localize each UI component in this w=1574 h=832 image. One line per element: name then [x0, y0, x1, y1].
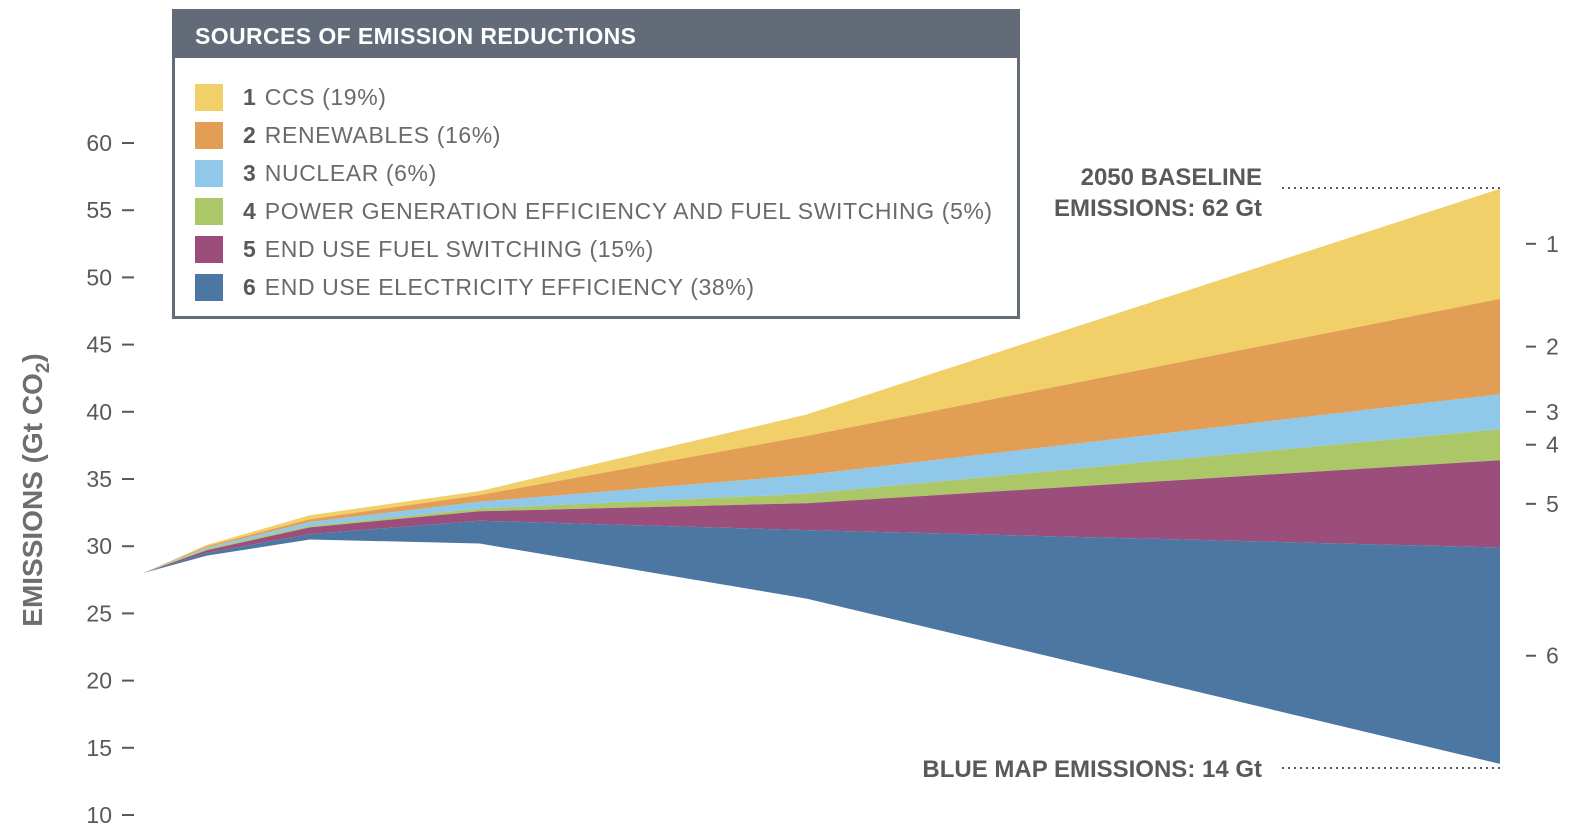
wedge-label-2: 2 [1546, 334, 1559, 360]
legend-label: END USE ELECTRICITY EFFICIENCY (38%) [264, 273, 755, 300]
legend-number: 2 [243, 121, 256, 148]
legend-label: RENEWABLES (16%) [264, 121, 502, 148]
area-band-electricity-efficiency [143, 520, 1500, 764]
legend-label: CCS (19%) [264, 83, 387, 110]
y-tick-label: 30 [86, 533, 112, 559]
y-tick-label: 10 [86, 802, 112, 828]
area-band-renewables [143, 298, 1500, 574]
y-tick-label: 60 [86, 130, 112, 156]
legend-swatch-renewables [195, 121, 223, 149]
y-tick-label: 20 [86, 668, 112, 694]
area-band-nuclear [143, 394, 1500, 574]
legend-list: 1 CCS (19%) 2 RENEWABLES (16%) 3 NUCLEAR… [175, 58, 1017, 306]
legend-item-nuclear: 3 NUCLEAR (6%) [195, 154, 1017, 192]
legend-swatch-fuel-switching [195, 235, 223, 263]
legend-label: END USE FUEL SWITCHING (15%) [264, 235, 654, 262]
y-tick-label: 55 [86, 197, 112, 223]
y-axis-ticks: 60 55 50 45 40 35 30 25 20 15 10 [86, 130, 134, 828]
wedge-label-5: 5 [1546, 491, 1559, 517]
baseline-annotation-line1: 2050 BASELINE [1081, 164, 1262, 191]
legend-number: 5 [243, 235, 256, 262]
legend-item-renewables: 2 RENEWABLES (16%) [195, 116, 1017, 154]
baseline-annotation-line2: EMISSIONS: 62 Gt [1054, 195, 1262, 222]
wedge-label-1: 1 [1546, 231, 1559, 257]
blue-map-annotation: BLUE MAP EMISSIONS: 14 Gt [922, 756, 1262, 783]
legend-swatch-ccs [195, 83, 223, 111]
y-tick-label: 45 [86, 332, 112, 358]
legend-item-electricity-efficiency: 6 END USE ELECTRICITY EFFICIENCY (38%) [195, 268, 1017, 306]
wedge-label-6: 6 [1546, 643, 1559, 669]
legend-swatch-electricity-efficiency [195, 273, 223, 301]
legend-number: 4 [243, 197, 256, 224]
area-band-fuel-switching [143, 460, 1500, 574]
wedge-label-4: 4 [1546, 432, 1559, 458]
y-tick-label: 35 [86, 466, 112, 492]
wedge-labels: 1 2 3 4 5 6 [1526, 231, 1559, 669]
legend-number: 6 [243, 273, 256, 300]
legend-number: 1 [243, 83, 256, 110]
legend-title: SOURCES OF EMISSION REDUCTIONS [175, 12, 1017, 58]
stacked-areas [143, 188, 1500, 764]
legend-label: POWER GENERATION EFFICIENCY AND FUEL SWI… [264, 197, 993, 224]
y-tick-label: 15 [86, 735, 112, 761]
legend: SOURCES OF EMISSION REDUCTIONS 1 CCS (19… [172, 9, 1020, 319]
legend-item-fuel-switching: 5 END USE FUEL SWITCHING (15%) [195, 230, 1017, 268]
legend-swatch-nuclear [195, 159, 223, 187]
y-tick-label: 25 [86, 600, 112, 626]
area-band-power-efficiency [143, 429, 1500, 574]
legend-label: NUCLEAR (6%) [264, 159, 437, 186]
wedge-label-3: 3 [1546, 399, 1559, 425]
legend-item-ccs: 1 CCS (19%) [195, 78, 1017, 116]
legend-number: 3 [243, 159, 256, 186]
y-tick-label: 40 [86, 399, 112, 425]
y-axis-title: EMISSIONS (Gt CO2) [17, 353, 54, 626]
y-tick-label: 50 [86, 264, 112, 290]
legend-item-power-efficiency: 4 POWER GENERATION EFFICIENCY AND FUEL S… [195, 192, 1017, 230]
legend-swatch-power-efficiency [195, 197, 223, 225]
